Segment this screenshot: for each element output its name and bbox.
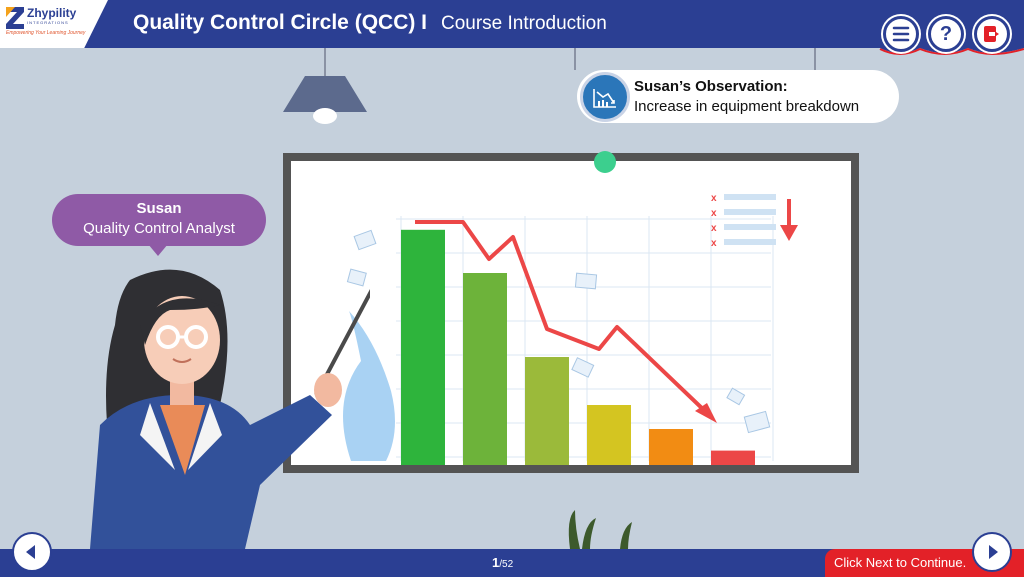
flying-papers [346,229,771,434]
page-total: /52 [499,559,514,570]
next-hint-text: Click Next to Continue. [834,555,967,570]
logo-tagline: Empowering Your Learning Journey [6,30,86,36]
question-icon: ? [939,23,953,45]
chart-bar [649,429,693,465]
logo-name: Zhypility [27,6,77,20]
observation-card [577,70,899,123]
previous-button[interactable] [12,532,52,572]
hamburger-icon [892,26,910,42]
lamp-bulb [313,108,337,124]
course-subtitle: Course Introduction [441,13,607,34]
board-pin [594,151,616,173]
chart-bars [401,229,755,465]
svg-text:x: x [711,223,717,234]
speech-bubble [52,194,266,246]
chart-bar [711,450,755,465]
hand [314,373,342,407]
logo-subtitle: INTEGRATIONS [27,20,69,25]
page-current: 1 [492,555,500,570]
chart-bar [525,357,569,465]
chart-bar [587,405,631,465]
speaker-role: Quality Control Analyst [83,220,235,237]
header-ribbon [0,44,1024,55]
trend-arrowhead [695,403,717,423]
help-button[interactable]: ? [928,16,964,52]
observation-text: Increase in equipment breakdown [634,98,860,115]
chevron-right-icon [989,545,998,559]
susan-character [90,269,370,549]
next-button[interactable] [972,532,1012,572]
trend-line [415,220,709,415]
course-title: Quality Control Circle (QCC) I [133,11,428,34]
menu-button[interactable] [883,16,919,52]
chart-bar [401,229,445,465]
svg-text:x: x [711,208,717,219]
speech-bubble-tail [148,244,168,256]
chevron-left-icon [26,545,35,559]
declining-chart-icon [580,72,630,122]
logo-mark-icon [6,7,24,29]
page-indicator: 1/52 [492,555,513,570]
top-bar [0,0,1024,48]
face [144,296,220,384]
observation-title: Susan’s Observation: [634,78,788,95]
exit-button[interactable] [974,16,1010,52]
speaker-name: Susan [136,200,182,217]
blue-splash [343,311,395,461]
chart-grid [396,216,774,461]
down-arrow-icon [780,199,798,241]
chart-bar [463,273,507,465]
svg-text:x: x [711,193,717,204]
ceiling-lamp [283,76,367,112]
plant-leaves [568,510,632,549]
exit-icon [984,26,999,42]
svg-text:x: x [711,238,717,249]
